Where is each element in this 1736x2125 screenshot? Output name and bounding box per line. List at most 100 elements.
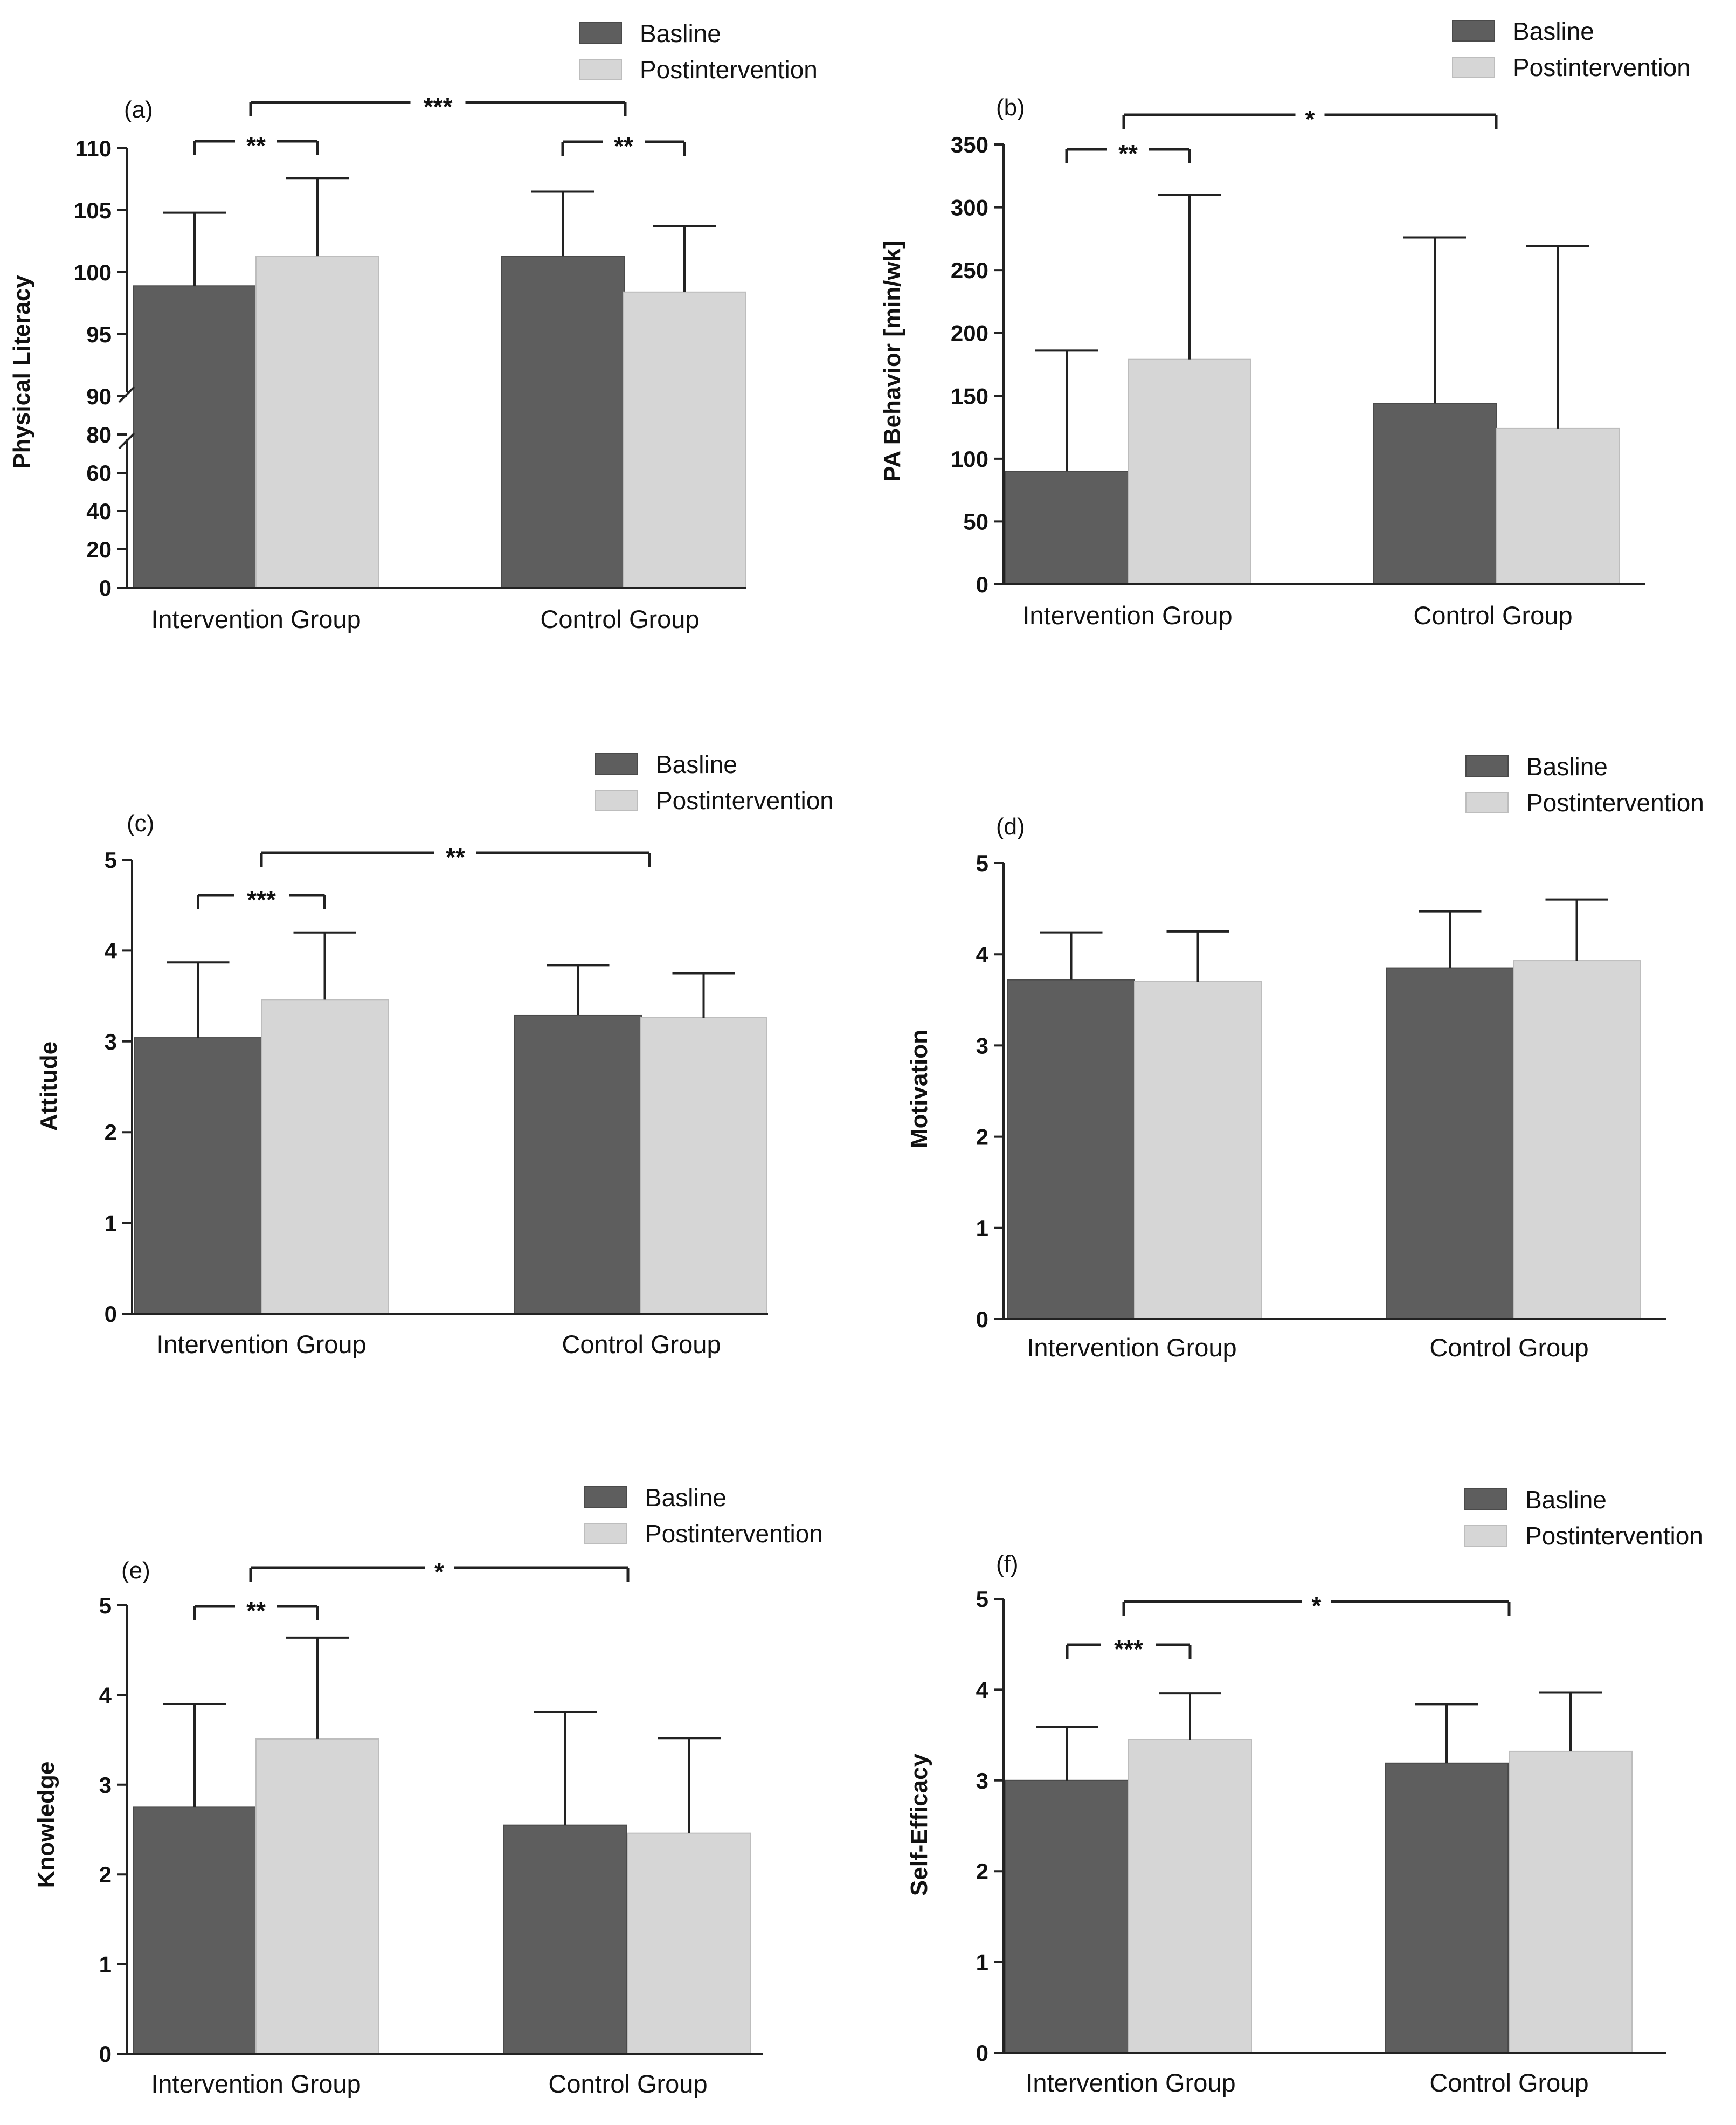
y-tick-label: 150 [951, 383, 988, 409]
legend-label-postintervention: Postintervention [640, 56, 818, 84]
y-tick-label: 50 [963, 509, 988, 534]
legend-swatch-postintervention [1464, 1525, 1507, 1547]
bar-baseline-intervention [1005, 471, 1129, 585]
bar-postintervention-control [623, 291, 746, 588]
y-tick-label: 60 [86, 460, 112, 486]
bar-postintervention-intervention [255, 1738, 379, 2055]
y-tick-label: 0 [976, 1307, 988, 1332]
significance-label: ** [446, 843, 465, 871]
y-tick-label: 200 [951, 321, 988, 346]
y-tick-label: 2 [99, 1862, 112, 1887]
significance-label: *** [424, 93, 453, 121]
chart-panel-d: 0 1 2 3 4 5 Intervention Group Control Group Mot… [906, 753, 1704, 1362]
legend-label-baseline: Basline [1525, 1486, 1607, 1514]
panel-label: (b) [996, 94, 1025, 121]
axis-break-mark [118, 432, 135, 450]
y-tick-label: 80 [86, 422, 112, 447]
legend-swatch-baseline [584, 1486, 627, 1508]
y-tick-label: 4 [99, 1682, 112, 1708]
bar-baseline-intervention [1005, 1779, 1129, 2054]
y-axis-label: Attitude [36, 1041, 62, 1131]
chart-panel-e: 0 1 2 3 4 5 Intervention Group Control Group Kno… [33, 1484, 823, 2098]
x-category-label: Intervention Group [1026, 2068, 1235, 2097]
panel-label: (d) [996, 813, 1025, 840]
bar-baseline-intervention [1007, 979, 1135, 1320]
legend-swatch-postintervention [1452, 57, 1495, 78]
y-axis-label: Knowledge [33, 1762, 59, 1888]
legend-label-postintervention: Postintervention [1525, 1522, 1703, 1550]
bar-postintervention-intervention [1134, 981, 1262, 1320]
legend-label-baseline: Basline [640, 19, 721, 47]
x-category-label: Control Group [1429, 2068, 1588, 2097]
y-tick-label: 250 [951, 258, 988, 283]
y-axis-label: Self-Efficacy [906, 1753, 932, 1896]
y-tick-label: 4 [976, 942, 989, 967]
bar-baseline-control [514, 1014, 642, 1314]
legend-swatch-postintervention [1465, 792, 1509, 813]
significance-label: *** [247, 886, 276, 914]
significance-label: * [1305, 105, 1315, 133]
significance-label: ** [246, 132, 266, 160]
y-tick-label: 0 [105, 1301, 117, 1327]
y-tick-label: 3 [976, 1033, 988, 1058]
y-tick-label: 5 [976, 1586, 988, 1612]
y-tick-label: 1 [976, 1950, 988, 1975]
y-tick-label: 5 [99, 1593, 112, 1618]
legend-label-postintervention: Postintervention [645, 1520, 823, 1548]
y-tick-label: 0 [976, 2040, 988, 2066]
bar-baseline-intervention [134, 1037, 262, 1314]
legend-swatch-baseline [1464, 1488, 1507, 1510]
chart-panel-a: 0 20 40 60 80 90 95 100 105 110 Intervention Group… [9, 19, 818, 633]
y-tick-label: 0 [99, 575, 112, 601]
y-tick-label: 3 [976, 1768, 988, 1793]
y-axis-label: PA Behavior [min/wk] [879, 240, 905, 481]
y-tick-label: 0 [976, 572, 988, 597]
chart-panel-c: 0 1 2 3 4 5 Intervention Group Control Group Att… [36, 750, 834, 1358]
panel-label: (a) [124, 96, 153, 123]
y-tick-label: 1 [99, 1952, 112, 1977]
significance-label: *** [1114, 1635, 1143, 1663]
bar-baseline-control [1373, 403, 1497, 585]
legend-label-postintervention: Postintervention [1526, 789, 1704, 817]
bar-baseline-control [503, 1824, 627, 2054]
y-tick-label: 1 [976, 1216, 988, 1241]
legend-swatch-postintervention [584, 1523, 627, 1544]
y-tick-label: 100 [74, 260, 112, 285]
y-tick-label: 2 [105, 1120, 117, 1145]
x-category-label: Intervention Group [151, 2069, 361, 2098]
legend-label-baseline: Basline [656, 750, 737, 778]
x-category-label: Control Group [548, 2069, 707, 2098]
significance-label: ** [246, 1597, 266, 1625]
x-category-label: Control Group [1413, 601, 1572, 630]
bar-baseline-control [1385, 1762, 1509, 2053]
y-tick-label: 2 [976, 1859, 988, 1884]
y-tick-label: 105 [74, 198, 112, 223]
y-axis-label: Motivation [906, 1030, 932, 1148]
y-tick-label: 4 [105, 938, 117, 963]
bar-postintervention-intervention [255, 256, 379, 589]
significance-label: * [434, 1558, 444, 1586]
legend-swatch-baseline [579, 22, 622, 44]
bar-postintervention-control [640, 1017, 767, 1314]
y-tick-label: 300 [951, 195, 988, 220]
y-tick-label: 350 [951, 132, 988, 157]
significance-label: * [1312, 1592, 1322, 1620]
y-tick-label: 20 [86, 537, 112, 562]
axis-break-mark [118, 386, 135, 403]
y-tick-label: 0 [99, 2041, 112, 2067]
y-tick-label: 90 [86, 384, 112, 409]
y-tick-label: 5 [105, 847, 117, 873]
bar-baseline-control [1386, 967, 1514, 1320]
y-tick-label: 95 [86, 322, 112, 347]
bar-baseline-intervention [133, 1806, 257, 2054]
bar-postintervention-intervention [261, 999, 389, 1315]
bar-postintervention-intervention [1128, 358, 1251, 585]
bar-postintervention-control [1496, 427, 1620, 585]
chart-panel-f: 0 1 2 3 4 5 Intervention Group Control Group Sel… [906, 1486, 1703, 2097]
bar-postintervention-control [1513, 960, 1641, 1320]
panel-label: (c) [127, 810, 154, 837]
legend-label-postintervention: Postintervention [1513, 53, 1691, 81]
y-axis-label: Physical Literacy [9, 275, 35, 469]
panel-label: (e) [121, 1557, 150, 1584]
